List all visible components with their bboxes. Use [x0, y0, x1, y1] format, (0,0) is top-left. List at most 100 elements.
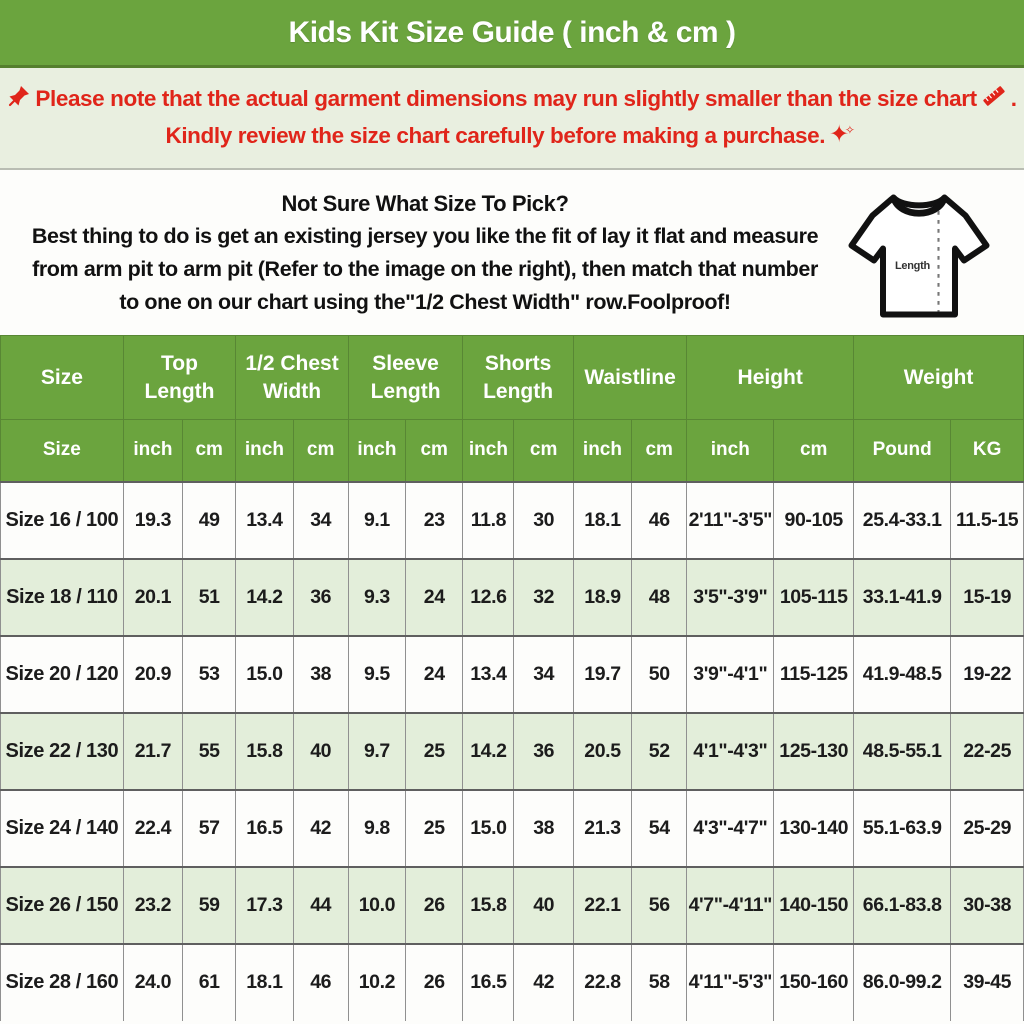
measurement-cell: 51 — [182, 557, 237, 636]
column-unit-header: KG — [950, 419, 1024, 482]
measurement-cell: 53 — [182, 634, 237, 713]
header-units-row: Size inch cm inch cm inch cm inch cm inch cm inch cm… — [0, 419, 1024, 482]
measurement-cell: 125-130 — [773, 711, 855, 790]
measurement-cell: 3'9"-4'1" — [686, 634, 775, 713]
measurement-cell: 11.5-15 — [950, 480, 1024, 559]
column-unit-header: inch — [572, 419, 633, 482]
measurement-cell: 18.9 — [572, 557, 633, 636]
measurement-cell: 9.5 — [347, 634, 407, 713]
measurement-cell: 33.1-41.9 — [853, 557, 952, 636]
measurement-cell: 26 — [405, 942, 464, 1021]
measurement-cell: 16.5 — [462, 942, 515, 1021]
measurement-cell: 50 — [631, 634, 688, 713]
measurement-cell: 9.1 — [347, 480, 407, 559]
column-unit-header: Size — [0, 419, 124, 482]
column-unit-header: cm — [182, 419, 237, 482]
measure-help-text: Not Sure What Size To Pick? Best thing t… — [6, 187, 844, 319]
measurement-cell: 24 — [405, 634, 464, 713]
measurement-cell: 9.8 — [347, 788, 407, 867]
measurement-cell: 9.3 — [347, 557, 407, 636]
measurement-cell: 55 — [182, 711, 237, 790]
measurement-cell: 4'7"-4'11" — [686, 865, 775, 944]
measurement-cell: 25 — [405, 711, 464, 790]
tshirt-icon — [848, 194, 990, 317]
size-cell: Size 20 / 120 — [0, 634, 124, 713]
measurement-cell: 34 — [292, 480, 349, 559]
notice-banner: Please note that the actual garment dime… — [0, 68, 1024, 170]
measurement-cell: 20.5 — [572, 711, 633, 790]
column-group-header: Top Length — [122, 335, 237, 420]
measurement-cell: 48.5-55.1 — [853, 711, 952, 790]
header-groups-row: Size Top Length 1/2 Chest Width Sleeve Leng… — [0, 335, 1024, 420]
measurement-cell: 54 — [631, 788, 688, 867]
measurement-cell: 15.8 — [235, 711, 294, 790]
measurement-cell: 22.1 — [572, 865, 633, 944]
measurement-cell: 13.4 — [235, 480, 294, 559]
measurement-cell: 10.2 — [347, 942, 407, 1021]
measurement-cell: 42 — [513, 942, 574, 1021]
notice-line-1: Please note that the actual garment dime… — [7, 83, 1017, 115]
measurement-cell: 38 — [292, 634, 349, 713]
pushpin-icon — [7, 84, 31, 114]
size-guide-table: Size Top Length 1/2 Chest Width Sleeve Leng… — [0, 335, 1024, 1021]
measurement-cell: 130-140 — [773, 788, 855, 867]
measurement-cell: 18.1 — [572, 480, 633, 559]
measurement-cell: 19.7 — [572, 634, 633, 713]
size-cell: Size 18 / 110 — [0, 557, 124, 636]
measurement-cell: 34 — [513, 634, 574, 713]
table-row: Size 22 / 130 21.7 55 15.8 40 9.7 25 14.2 36 20.5… — [0, 711, 1024, 790]
measurement-cell: 25.4-33.1 — [853, 480, 952, 559]
measurement-cell: 24 — [405, 557, 464, 636]
measurement-cell: 13.4 — [462, 634, 515, 713]
measurement-cell: 14.2 — [235, 557, 294, 636]
measurement-cell: 21.3 — [572, 788, 633, 867]
measurement-cell: 40 — [513, 865, 574, 944]
column-unit-header: cm — [773, 419, 855, 482]
column-unit-header: cm — [631, 419, 688, 482]
notice-text-1-end: . — [1010, 86, 1017, 111]
measurement-cell: 46 — [292, 942, 349, 1021]
column-group-header: Shorts Length — [462, 335, 574, 420]
measurement-cell: 105-115 — [773, 557, 855, 636]
title-bar: Kids Kit Size Guide ( inch & cm ) — [0, 0, 1024, 68]
sparkles-icon: ✦✧ — [829, 120, 855, 148]
measurement-cell: 59 — [182, 865, 237, 944]
column-unit-header: inch — [347, 419, 407, 482]
measurement-cell: 20.9 — [122, 634, 184, 713]
measurement-cell: 23 — [405, 480, 464, 559]
measurement-cell: 55.1-63.9 — [853, 788, 952, 867]
measurement-cell: 4'11"-5'3" — [686, 942, 775, 1021]
measurement-cell: 19.3 — [122, 480, 184, 559]
measurement-cell: 38 — [513, 788, 574, 867]
measurement-cell: 15.0 — [462, 788, 515, 867]
column-group-header: Weight — [853, 335, 1024, 420]
column-group-header: Size — [0, 335, 124, 420]
measurement-cell: 30 — [513, 480, 574, 559]
measurement-cell: 18.1 — [235, 942, 294, 1021]
measurement-cell: 46 — [631, 480, 688, 559]
measurement-cell: 32 — [513, 557, 574, 636]
measurement-cell: 22.4 — [122, 788, 184, 867]
notice-text-2: Kindly review the size chart carefully b… — [165, 123, 826, 148]
measure-help-heading: Not Sure What Size To Pick? — [281, 190, 569, 216]
measure-help-line-1: Best thing to do is get an existing jers… — [31, 223, 819, 248]
notice-text-1: Please note that the actual garment dime… — [35, 86, 977, 111]
measurement-cell: 42 — [292, 788, 349, 867]
measurement-cell: 9.7 — [347, 711, 407, 790]
size-cell: Size 16 / 100 — [0, 480, 124, 559]
column-group-header: Height — [686, 335, 855, 420]
measurement-cell: 140-150 — [773, 865, 855, 944]
size-table-body: Size 16 / 100 19.3 49 13.4 34 9.1 23 11.8 30 18.1… — [0, 480, 1024, 1021]
size-cell: Size 26 / 150 — [0, 865, 124, 944]
tshirt-diagram: Length — [844, 178, 994, 328]
column-group-header: Waistline — [572, 335, 688, 420]
measurement-cell: 30-38 — [950, 865, 1024, 944]
measurement-cell: 22.8 — [572, 942, 633, 1021]
notice-line-2: Kindly review the size chart carefully b… — [165, 120, 858, 149]
column-unit-header: cm — [513, 419, 574, 482]
column-unit-header: cm — [292, 419, 349, 482]
measurement-cell: 3'5"-3'9" — [686, 557, 775, 636]
measurement-cell: 22-25 — [950, 711, 1024, 790]
column-unit-header: inch — [462, 419, 515, 482]
measurement-cell: 20.1 — [122, 557, 184, 636]
